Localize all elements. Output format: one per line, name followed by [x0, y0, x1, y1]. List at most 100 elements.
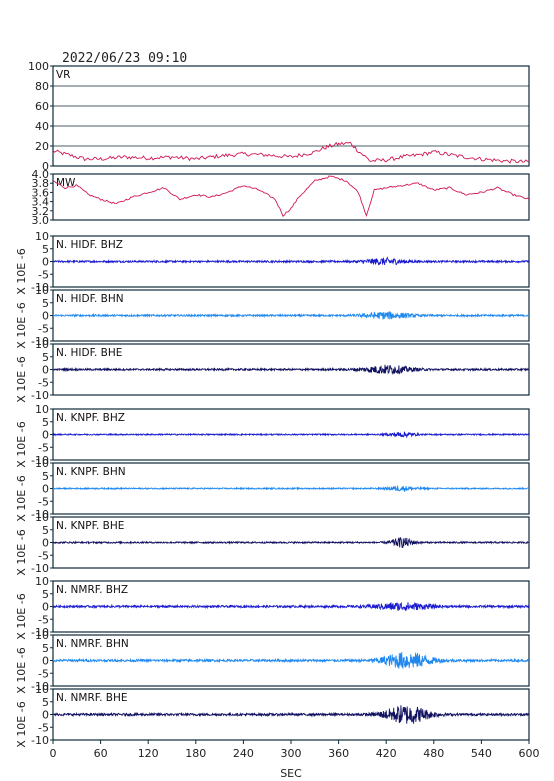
y-tick-label: -10 [31, 508, 49, 521]
series-line [52, 175, 530, 218]
y-tick-label: -10 [31, 734, 49, 747]
y-tick-label: 10 [35, 511, 49, 524]
panel-mw: 4.03.83.63.43.23.0 MW [32, 168, 530, 227]
y-tick-label: -10 [31, 454, 49, 467]
y-tick-label: 5 [42, 297, 49, 310]
y-tick-label: -5 [38, 667, 49, 680]
unit-label: X 10E -6 [15, 302, 28, 348]
y-tick-label: -10 [31, 562, 49, 575]
y-tick-label: -5 [38, 613, 49, 626]
panel-label: N. NMRF. BHN [56, 638, 129, 650]
y-tick-label: -10 [31, 680, 49, 693]
y-tick-label: 3.8 [32, 177, 50, 190]
panel-frame [52, 173, 530, 221]
y-tick-label: 5 [42, 588, 49, 601]
unit-label: X 10E -6 [15, 647, 28, 693]
panel-label: N. KNPF. BHZ [56, 412, 125, 424]
y-tick-label: 10 [35, 403, 49, 416]
y-tick-label: 0 [42, 537, 49, 550]
y-tick-label: -10 [31, 335, 49, 348]
y-tick-label: 0 [42, 310, 49, 323]
panel-label: N. NMRF. BHE [56, 692, 128, 704]
y-tick-label: 0 [42, 709, 49, 722]
y-tick-label: 10 [35, 629, 49, 642]
series-line [52, 431, 530, 439]
y-tick-label: 0 [42, 429, 49, 442]
y-tick-label: 10 [35, 230, 49, 243]
x-tick-label: 360 [328, 747, 349, 760]
y-tick-label: 5 [42, 470, 49, 483]
x-tick-label: 540 [471, 747, 492, 760]
y-tick-label: -10 [31, 389, 49, 402]
series-line [52, 311, 530, 320]
y-tick-label: -5 [38, 441, 49, 454]
x-tick-label: 420 [376, 747, 397, 760]
panel-group: 100806040200VR4.03.83.63.43.23.0MW1050-5… [15, 60, 530, 748]
series-line [52, 484, 530, 492]
y-tick-label: -5 [38, 549, 49, 562]
panel-vr: 100 80 60 40 20 0 VR [28, 60, 530, 173]
x-tick-label: 180 [185, 747, 206, 760]
unit-label: X 10E -6 [15, 593, 28, 639]
y-tick-label: 5 [42, 524, 49, 537]
y-tick-label: 4.0 [32, 168, 50, 181]
x-tick-label: 600 [519, 747, 540, 760]
y-tick-label: 0 [42, 364, 49, 377]
y-tick-label: 0 [42, 160, 49, 173]
y-tick-label: 10 [35, 575, 49, 588]
y-tick-label: -5 [38, 376, 49, 389]
series-line [52, 364, 530, 375]
y-tick-label: 10 [35, 338, 49, 351]
y-tick-label: 60 [35, 100, 49, 113]
unit-label: X 10E -6 [15, 701, 28, 747]
series-line [52, 651, 530, 669]
y-tick-label: 0 [42, 483, 49, 496]
y-tick-label: 5 [42, 243, 49, 256]
panel-frame [52, 65, 530, 167]
y-tick-label: 0 [42, 655, 49, 668]
unit-label: X 10E -6 [15, 475, 28, 521]
x-tick-label: 240 [233, 747, 254, 760]
y-tick-label: -5 [38, 721, 49, 734]
x-tick-label: 60 [94, 747, 108, 760]
unit-label: X 10E -6 [15, 421, 28, 467]
y-tick-label: -10 [31, 281, 49, 294]
panel-label: N. KNPF. BHN [56, 466, 126, 478]
y-tick-label: 80 [35, 80, 49, 93]
series-line [52, 141, 530, 164]
y-tick-label: 40 [35, 120, 49, 133]
series-line [52, 705, 530, 724]
y-tick-label: 20 [35, 140, 49, 153]
y-tick-label: -5 [38, 322, 49, 335]
series-line [52, 601, 530, 611]
y-tick-label: 10 [35, 683, 49, 696]
y-tick-label: 5 [42, 696, 49, 709]
unit-label: X 10E -6 [15, 248, 28, 294]
unit-label: X 10E -6 [15, 356, 28, 402]
panel-label: N. KNPF. BHE [56, 520, 124, 532]
y-tick-label: -5 [38, 495, 49, 508]
y-tick-label: 3.0 [32, 214, 50, 227]
y-tick-label: 0 [42, 601, 49, 614]
y-tick-label: 100 [28, 60, 49, 73]
x-tick-label: 480 [423, 747, 444, 760]
y-tick-label: 5 [42, 416, 49, 429]
x-axis: 0 60 120 180 240 300 360 420 480 540 600 [50, 740, 540, 760]
y-tick-label: -10 [31, 626, 49, 639]
y-tick-label: 10 [35, 457, 49, 470]
x-tick-label: 0 [50, 747, 57, 760]
unit-label: X 10E -6 [15, 529, 28, 575]
y-tick-label: 5 [42, 642, 49, 655]
x-axis-label: SEC [280, 767, 302, 780]
y-tick-label: 3.4 [32, 196, 50, 209]
y-tick-label: 0 [42, 256, 49, 269]
